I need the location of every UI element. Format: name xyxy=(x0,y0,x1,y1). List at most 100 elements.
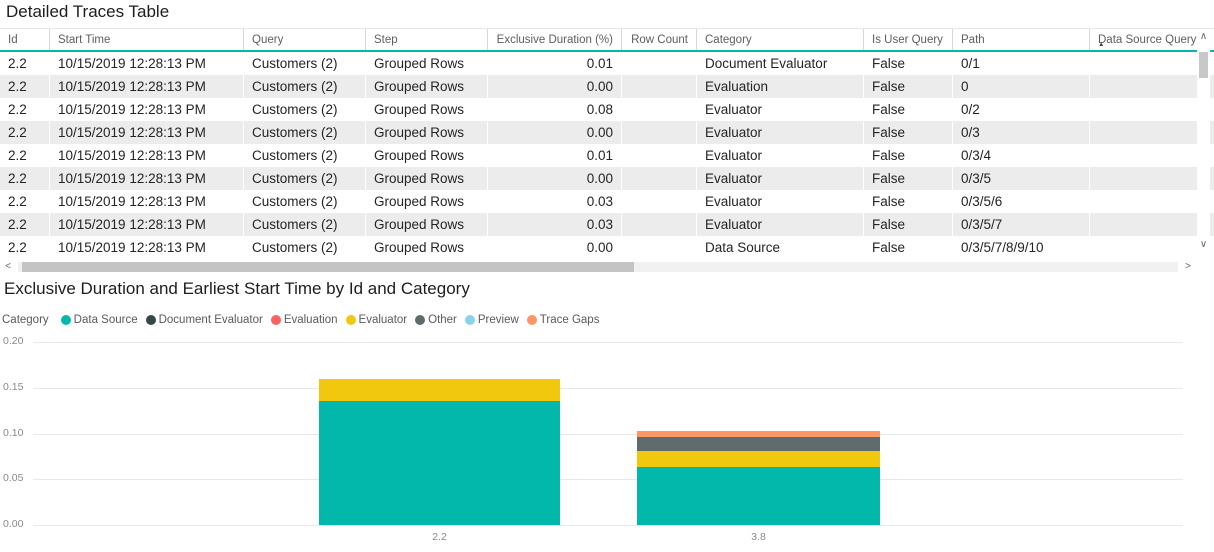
table-cell[interactable]: False xyxy=(863,121,953,144)
chevron-left-icon[interactable]: < xyxy=(5,261,11,272)
legend-item-evaluation[interactable]: Evaluation xyxy=(270,314,338,326)
table-cell[interactable]: 2.2 xyxy=(8,148,27,163)
table-cell[interactable]: 0.03 xyxy=(487,190,622,213)
table-row[interactable]: 2.2 10/15/2019 12:28:13 PM Customers (2) Gr… xyxy=(0,236,1214,259)
column-header-is-user-query[interactable]: Is User Query xyxy=(863,28,953,52)
table-row[interactable]: 2.2 10/15/2019 12:28:13 PM Customers (2) Gr… xyxy=(0,98,1214,121)
table-cell[interactable]: Grouped Rows xyxy=(365,190,488,213)
table-cell[interactable]: Grouped Rows xyxy=(365,236,488,259)
bar-segment-data-source[interactable] xyxy=(319,401,560,525)
table-cell[interactable] xyxy=(1089,167,1214,190)
table-cell[interactable]: 0.00 xyxy=(487,167,622,190)
table-cell[interactable] xyxy=(1089,98,1214,121)
column-header-path[interactable]: Path xyxy=(952,28,1090,52)
table-cell[interactable] xyxy=(621,190,697,213)
table-row[interactable]: 2.2 10/15/2019 12:28:13 PM Customers (2) Gr… xyxy=(0,213,1214,236)
table-cell[interactable]: 0.01 xyxy=(487,144,622,167)
table-row[interactable]: 2.2 10/15/2019 12:28:13 PM Customers (2) Gr… xyxy=(0,144,1214,167)
column-header-exclusive-duration-[interactable]: Exclusive Duration (%) xyxy=(487,28,622,52)
table-cell[interactable]: False xyxy=(863,51,953,75)
vertical-scrollbar-thumb[interactable] xyxy=(1199,52,1208,78)
table-cell[interactable] xyxy=(621,144,697,167)
column-header-row-count[interactable]: Row Count xyxy=(621,28,697,52)
bar-segment-evaluator[interactable] xyxy=(637,450,880,468)
table-cell[interactable]: Customers (2) xyxy=(243,167,366,190)
bar-segment-data-source[interactable] xyxy=(637,467,880,525)
horizontal-scrollbar-track[interactable] xyxy=(18,262,1178,272)
legend-item-evaluator[interactable]: Evaluator xyxy=(345,314,407,326)
table-cell[interactable] xyxy=(1089,144,1214,167)
table-cell[interactable]: 10/15/2019 12:28:13 PM xyxy=(49,190,244,213)
table-cell[interactable] xyxy=(621,167,697,190)
bar-segment-evaluator[interactable] xyxy=(319,378,560,402)
horizontal-scrollbar[interactable]: < > xyxy=(0,261,1196,273)
chevron-right-icon[interactable]: > xyxy=(1185,261,1191,272)
table-cell[interactable]: 0.00 xyxy=(487,75,622,98)
column-header-step[interactable]: Step xyxy=(365,28,488,52)
table-cell[interactable]: 0/3/4 xyxy=(952,144,1090,167)
table-cell[interactable]: 10/15/2019 12:28:13 PM xyxy=(49,51,244,75)
table-cell[interactable]: 10/15/2019 12:28:13 PM xyxy=(49,236,244,259)
table-cell[interactable]: Grouped Rows xyxy=(365,144,488,167)
table-cell[interactable]: 2.2 xyxy=(8,79,27,94)
bar-segment-other[interactable] xyxy=(637,437,880,451)
table-cell[interactable]: Evaluation xyxy=(696,75,864,98)
table-cell[interactable]: 10/15/2019 12:28:13 PM xyxy=(49,98,244,121)
table-cell[interactable]: 0/3/5/6 xyxy=(952,190,1090,213)
table-row[interactable]: 2.2 10/15/2019 12:28:13 PM Customers (2) Gr… xyxy=(0,190,1214,213)
table-cell[interactable]: 2.2 xyxy=(8,56,27,71)
table-cell[interactable]: False xyxy=(863,167,953,190)
table-cell[interactable] xyxy=(1089,75,1214,98)
table-cell[interactable] xyxy=(621,121,697,144)
table-cell[interactable]: Grouped Rows xyxy=(365,167,488,190)
table-cell[interactable]: False xyxy=(863,236,953,259)
table-cell[interactable]: Data Source xyxy=(696,236,864,259)
table-cell[interactable]: Evaluator xyxy=(696,167,864,190)
table-cell[interactable]: Customers (2) xyxy=(243,75,366,98)
chevron-up-icon[interactable]: ∧ xyxy=(1199,31,1208,42)
table-cell[interactable]: 0/3/5/7/8/9/10 xyxy=(952,236,1090,259)
table-cell[interactable]: 0/2 xyxy=(952,98,1090,121)
table-row[interactable]: 2.2 10/15/2019 12:28:13 PM Customers (2) Gr… xyxy=(0,121,1214,144)
table-cell[interactable]: False xyxy=(863,144,953,167)
table-cell[interactable]: 0.03 xyxy=(487,213,622,236)
table-cell[interactable] xyxy=(621,236,697,259)
table-cell[interactable]: Evaluator xyxy=(696,144,864,167)
table-cell[interactable] xyxy=(1089,190,1214,213)
table-cell[interactable]: False xyxy=(863,98,953,121)
table-cell[interactable]: 2.2 xyxy=(8,194,27,209)
table-cell[interactable]: 0/3/5 xyxy=(952,167,1090,190)
table-row[interactable]: 2.2 10/15/2019 12:28:13 PM Customers (2) Gr… xyxy=(0,75,1214,98)
table-cell[interactable]: False xyxy=(863,190,953,213)
table-cell[interactable]: 2.2 xyxy=(8,217,27,232)
legend-item-document-evaluator[interactable]: Document Evaluator xyxy=(145,314,263,326)
column-header-category[interactable]: Category xyxy=(696,28,864,52)
table-cell[interactable]: 0.00 xyxy=(487,121,622,144)
table-cell[interactable] xyxy=(621,51,697,75)
table-cell[interactable]: Grouped Rows xyxy=(365,51,488,75)
table-cell[interactable]: 2.2 xyxy=(8,102,27,117)
table-cell[interactable]: Grouped Rows xyxy=(365,75,488,98)
table-cell[interactable]: Grouped Rows xyxy=(365,98,488,121)
bar-segment-trace-gaps[interactable] xyxy=(637,430,880,438)
table-cell[interactable]: Grouped Rows xyxy=(365,213,488,236)
table-cell[interactable]: 2.2 xyxy=(8,171,27,186)
table-cell[interactable]: 0.08 xyxy=(487,98,622,121)
table-cell[interactable]: False xyxy=(863,75,953,98)
table-cell[interactable] xyxy=(621,98,697,121)
column-header-id[interactable]: Id xyxy=(0,28,50,52)
table-cell[interactable]: 10/15/2019 12:28:13 PM xyxy=(49,121,244,144)
legend-item-preview[interactable]: Preview xyxy=(464,314,519,326)
table-cell[interactable]: Customers (2) xyxy=(243,121,366,144)
table-cell[interactable] xyxy=(1089,236,1214,259)
legend-item-other[interactable]: Other xyxy=(415,314,457,326)
table-cell[interactable]: 0.00 xyxy=(487,236,622,259)
chevron-down-icon[interactable]: ∨ xyxy=(1199,239,1208,250)
column-header-query[interactable]: Query xyxy=(243,28,366,52)
horizontal-scrollbar-thumb[interactable] xyxy=(22,262,634,272)
table-cell[interactable]: 0 xyxy=(952,75,1090,98)
table-cell[interactable]: Customers (2) xyxy=(243,236,366,259)
table-cell[interactable]: Customers (2) xyxy=(243,51,366,75)
table-cell[interactable]: 10/15/2019 12:28:13 PM xyxy=(49,213,244,236)
table-cell[interactable]: Grouped Rows xyxy=(365,121,488,144)
